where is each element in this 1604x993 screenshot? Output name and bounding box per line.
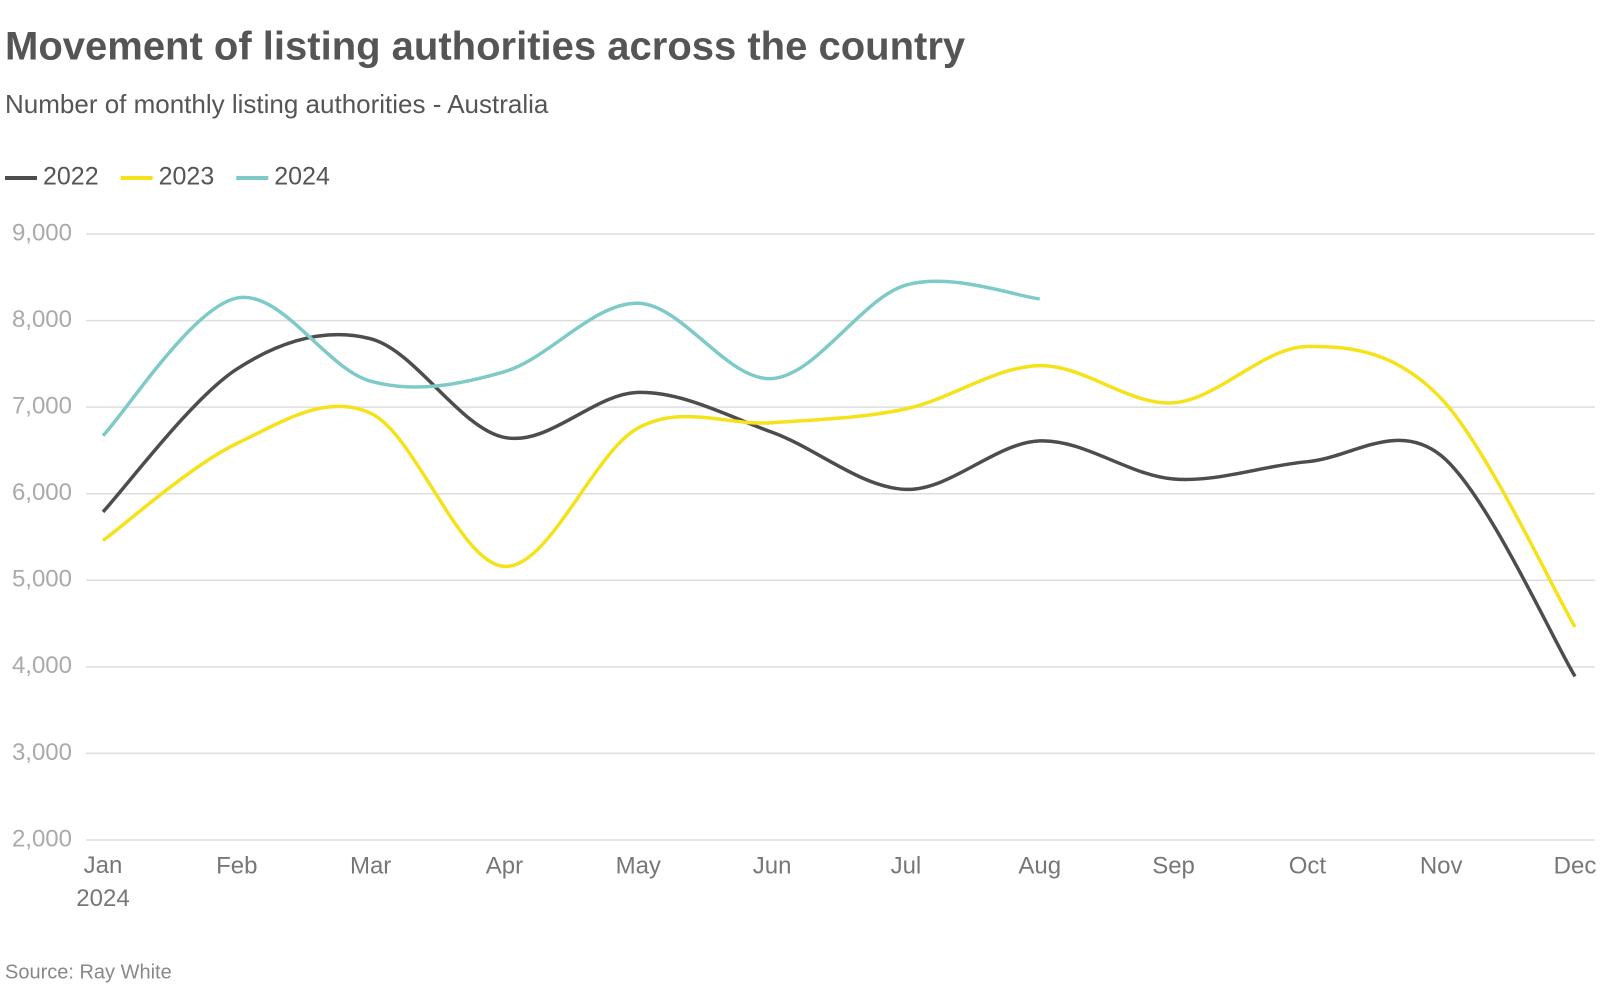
series-line	[101, 332, 1577, 678]
legend-label: 2024	[274, 163, 330, 191]
series-line	[101, 344, 1577, 628]
y-tick-label: 2,000	[12, 825, 72, 852]
source: Source: Ray White	[5, 961, 172, 983]
series-line	[101, 279, 1040, 437]
chart-subtitle: Number of monthly listing authorities - …	[5, 89, 549, 119]
x-tick-label: Oct	[1289, 852, 1327, 879]
y-tick-label: 6,000	[12, 479, 72, 506]
x-tick-label: Jul	[891, 852, 922, 879]
y-tick-label: 3,000	[12, 739, 72, 766]
y-tick-label: 5,000	[12, 566, 72, 593]
x-tick-label: Jan 2024	[76, 852, 129, 912]
x-tick-label: May	[616, 852, 661, 879]
x-tick-label: Dec	[1554, 852, 1597, 879]
chart-title: Movement of listing authorities across t…	[5, 25, 966, 69]
legend-label: 2022	[43, 163, 99, 191]
x-tick-label: Nov	[1420, 852, 1463, 879]
y-tick-label: 8,000	[12, 306, 72, 333]
x-tick-label: Jun	[753, 852, 792, 879]
x-tick-label: Sep	[1152, 852, 1195, 879]
legend-label: 2023	[159, 163, 215, 191]
x-tick-label: Mar	[350, 852, 391, 879]
x-tick-label: Apr	[486, 852, 523, 879]
y-tick-label: 7,000	[12, 392, 72, 419]
x-tick-label: Aug	[1018, 852, 1061, 879]
y-tick-label: 4,000	[12, 652, 72, 679]
y-tick-label: 9,000	[12, 219, 72, 246]
x-tick-label: Feb	[216, 852, 257, 879]
